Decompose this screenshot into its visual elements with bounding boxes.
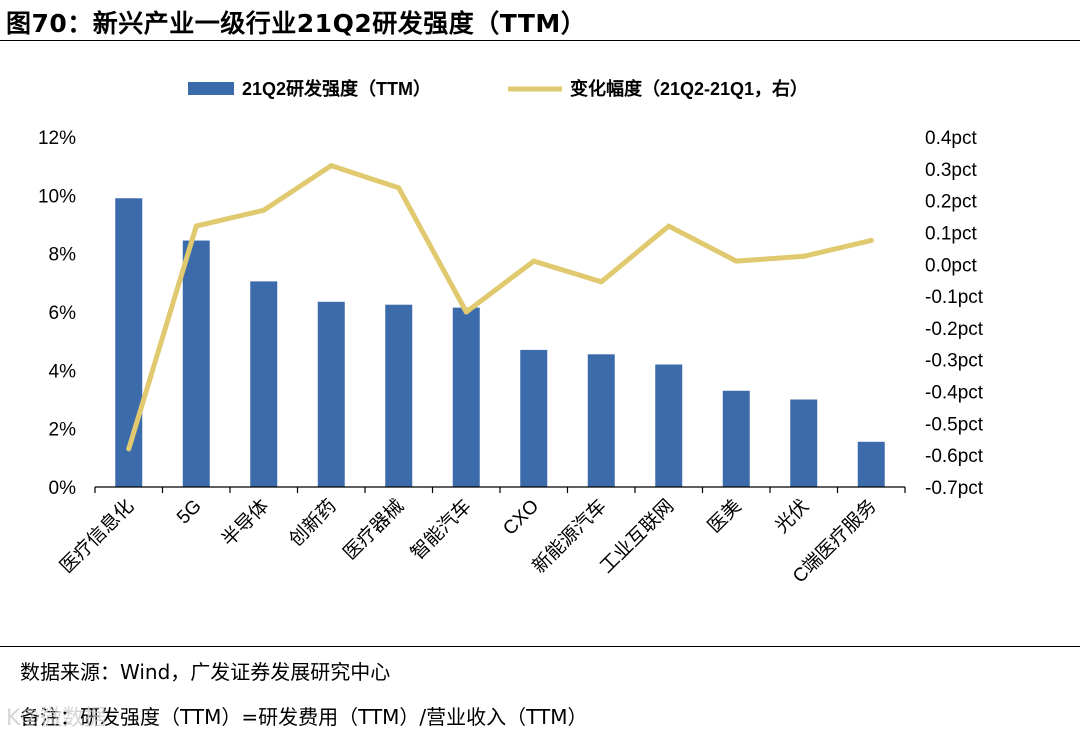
category-label: 创新药 (285, 495, 341, 551)
bar (520, 349, 548, 487)
data-source: 数据来源：Wind，广发证券发展研究中心 (20, 660, 391, 684)
bar (722, 390, 750, 487)
category-label: 光伏 (771, 495, 813, 537)
line-point (531, 258, 537, 264)
left-axis: 0% 2% 4% 6% 8% 10% 12% (38, 128, 76, 499)
left-tick-label: 10% (38, 186, 76, 207)
bar (385, 304, 413, 487)
line-point (463, 309, 469, 315)
footer-divider (0, 646, 1080, 647)
category-label: 医美 (703, 495, 745, 537)
chart-legend: 21Q2研发强度（TTM） 变化幅度（21Q2-21Q1，右） (188, 78, 808, 99)
category-label: 半导体 (217, 495, 273, 551)
line-point (801, 253, 807, 259)
right-tick-label: 0.3pct (925, 160, 977, 181)
line-point (733, 258, 739, 264)
line-point (868, 237, 874, 243)
title-divider (0, 40, 1080, 41)
legend-label-bar: 21Q2研发强度（TTM） (242, 78, 431, 99)
line-point (261, 207, 267, 213)
right-tick-label: -0.7pct (925, 478, 984, 499)
bar (587, 354, 615, 487)
line-point (666, 223, 672, 229)
left-tick-label: 0% (49, 478, 77, 499)
combo-chart: 21Q2研发强度（TTM） 变化幅度（21Q2-21Q1，右） 0% 2% 4% 6%… (38, 78, 984, 587)
category-label: 智能汽车 (406, 495, 475, 564)
bar (655, 364, 683, 487)
right-tick-label: -0.3pct (925, 351, 984, 372)
bar (250, 281, 278, 487)
line-point (328, 163, 334, 169)
bar (182, 240, 210, 487)
left-tick-label: 2% (49, 420, 77, 441)
bar (317, 301, 345, 487)
category-label: CXO (499, 496, 543, 540)
left-tick-label: 12% (38, 128, 76, 149)
figure-title: 图70：新兴产业一级行业21Q2研发强度（TTM） (6, 9, 587, 38)
legend-swatch-bar (188, 82, 234, 95)
left-tick-label: 6% (49, 303, 77, 324)
right-tick-label: 0.0pct (925, 255, 977, 276)
right-tick-label: 0.2pct (925, 192, 977, 213)
right-tick-label: -0.2pct (925, 319, 984, 340)
right-tick-label: -0.4pct (925, 383, 984, 404)
category-label: 工业互联网 (596, 495, 679, 578)
category-label: 5G (173, 496, 206, 529)
line-point (598, 279, 604, 285)
remark: 备注：研发强度（TTM）=研发费用（TTM）/营业收入（TTM） (20, 705, 588, 729)
bar (115, 198, 143, 487)
bar (452, 307, 480, 487)
change-line (126, 163, 874, 452)
left-tick-label: 8% (49, 245, 77, 266)
legend-label-line: 变化幅度（21Q2-21Q1，右） (570, 78, 808, 99)
right-tick-label: -0.1pct (925, 287, 984, 308)
line-point (396, 185, 402, 191)
bar (790, 399, 818, 487)
right-tick-label: 0.4pct (925, 128, 977, 149)
bar (857, 441, 885, 487)
right-tick-label: 0.1pct (925, 223, 977, 244)
left-tick-label: 4% (49, 361, 77, 382)
x-axis (94, 486, 906, 493)
line-point (126, 446, 132, 452)
right-tick-label: -0.6pct (925, 446, 984, 467)
line-point (193, 223, 199, 229)
category-label: 医疗信息化 (56, 495, 139, 578)
right-tick-label: -0.5pct (925, 414, 984, 435)
watermark-logo: K②微数据 (6, 706, 107, 731)
right-axis: 0.4pct 0.3pct 0.2pct 0.1pct 0.0pct -0.1pct -0.… (925, 128, 984, 499)
bar-series (115, 198, 885, 487)
line-series (126, 163, 874, 452)
category-label: 医疗器械 (339, 495, 408, 564)
